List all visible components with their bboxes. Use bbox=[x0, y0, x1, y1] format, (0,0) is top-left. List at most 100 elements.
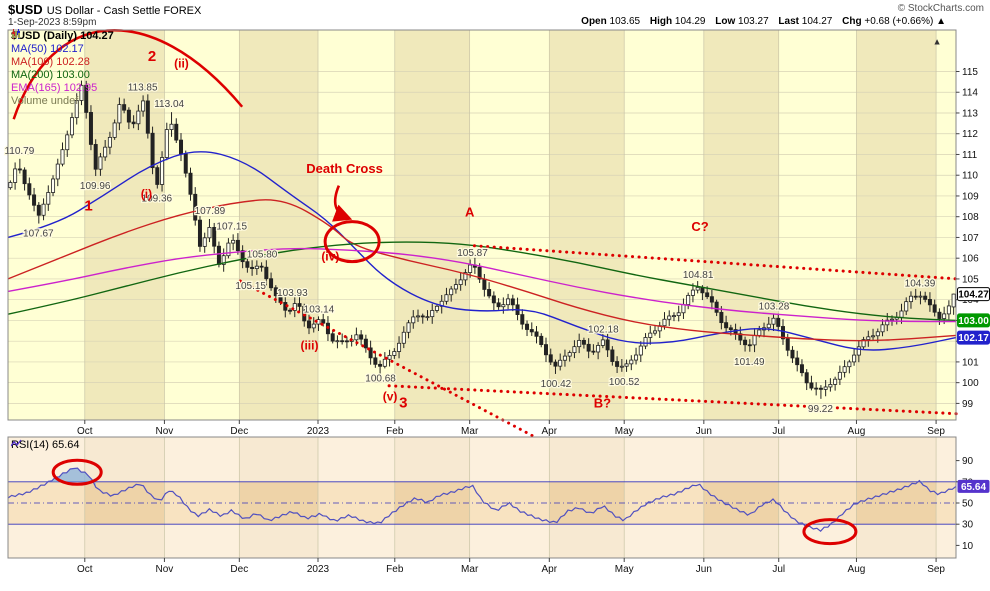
rsi-line bbox=[7, 467, 957, 533]
legend-volume-label: Volume undef bbox=[11, 94, 79, 107]
svg-text:104.39: 104.39 bbox=[905, 279, 936, 290]
legend-ema165-label: EMA(165) 102.95 bbox=[11, 81, 98, 94]
svg-text:99.22: 99.22 bbox=[808, 404, 833, 415]
svg-text:112: 112 bbox=[962, 129, 978, 140]
svg-text:101.49: 101.49 bbox=[734, 357, 765, 368]
y-axis-rsi: 907050301065.64 bbox=[956, 456, 990, 552]
chg-up-arrow-icon: ▲ bbox=[936, 16, 946, 27]
svg-text:115: 115 bbox=[962, 67, 978, 78]
svg-text:106: 106 bbox=[962, 254, 979, 265]
svg-text:(v): (v) bbox=[383, 389, 398, 403]
svg-text:105: 105 bbox=[962, 274, 979, 285]
svg-text:Nov: Nov bbox=[156, 564, 174, 575]
svg-text:109.36: 109.36 bbox=[142, 193, 173, 204]
svg-text:114: 114 bbox=[962, 88, 978, 99]
high-value: 104.29 bbox=[674, 16, 706, 27]
svg-text:10: 10 bbox=[962, 541, 974, 552]
plot-top-marker: ▲ bbox=[933, 37, 942, 47]
svg-text:107: 107 bbox=[962, 233, 979, 244]
chart-datetime: 1-Sep-2023 8:59pm bbox=[8, 17, 97, 28]
trendlines bbox=[238, 244, 960, 439]
copyright: © StockCharts.com bbox=[897, 3, 984, 14]
elliott-labels: 1 (i) 2 (ii) (iii) (iv) (v) 3 A B? C? bbox=[84, 48, 708, 411]
svg-text:Jul: Jul bbox=[772, 564, 785, 575]
legend-ma100-label: MA(100) 102.28 bbox=[11, 55, 90, 68]
symbol-description: US Dollar - Cash Settle FOREX bbox=[46, 5, 202, 17]
svg-text:103.00: 103.00 bbox=[958, 316, 989, 327]
svg-text:Sep: Sep bbox=[927, 426, 945, 437]
main-panel: 110.79 107.67 109.96 113.85 109.36 113.04 107.… bbox=[3, 29, 960, 439]
svg-text:104.81: 104.81 bbox=[683, 270, 714, 281]
svg-text:101: 101 bbox=[962, 357, 979, 368]
candles-layer bbox=[8, 80, 956, 399]
rsi-thresholds bbox=[8, 481, 956, 525]
legend-ma50-label: MA(50) 102.17 bbox=[11, 42, 84, 55]
svg-text:65.64: 65.64 bbox=[961, 482, 986, 493]
svg-text:113: 113 bbox=[962, 108, 978, 119]
legend-volume-row: Volume undef bbox=[11, 31, 114, 107]
svg-text:2023: 2023 bbox=[307, 426, 330, 437]
svg-text:100.52: 100.52 bbox=[609, 377, 640, 388]
svg-text:110: 110 bbox=[962, 171, 978, 182]
legend-ma200-row: MA(200) 103.00 bbox=[11, 68, 114, 81]
svg-text:Jul: Jul bbox=[772, 426, 785, 437]
svg-text:100.68: 100.68 bbox=[365, 374, 396, 385]
svg-text:2: 2 bbox=[148, 48, 156, 65]
svg-text:100.42: 100.42 bbox=[541, 379, 572, 390]
svg-text:Oct: Oct bbox=[77, 564, 93, 575]
chg-value: +0.68 (+0.66%) bbox=[864, 16, 934, 27]
svg-text:May: May bbox=[615, 564, 634, 575]
svg-text:(iii): (iii) bbox=[300, 338, 318, 352]
low-value: 103.27 bbox=[738, 16, 769, 27]
svg-text:99: 99 bbox=[962, 399, 974, 410]
rounded-top-arc-annotation bbox=[12, 29, 244, 120]
svg-text:Apr: Apr bbox=[542, 426, 558, 437]
svg-text:113.85: 113.85 bbox=[128, 82, 158, 93]
svg-text:Apr: Apr bbox=[542, 564, 558, 575]
y-axis-main: 9910010110210310410510610710810911011111… bbox=[956, 67, 990, 410]
svg-text:(i): (i) bbox=[141, 187, 152, 201]
svg-text:A: A bbox=[465, 205, 475, 220]
svg-text:105.87: 105.87 bbox=[457, 248, 488, 259]
svg-text:103.93: 103.93 bbox=[277, 288, 308, 299]
svg-text:(iv): (iv) bbox=[321, 249, 339, 263]
svg-text:Death Cross: Death Cross bbox=[306, 161, 383, 176]
chart-title-row: $USD US Dollar - Cash Settle FOREX bbox=[8, 2, 201, 17]
svg-text:Jun: Jun bbox=[696, 426, 712, 437]
legend-ma100-row: MA(100) 102.28 bbox=[11, 55, 114, 68]
rsi-legend-label: RSI(14) 65.64 bbox=[11, 439, 80, 451]
legend-main-label: $USD (Daily) 104.27 bbox=[11, 29, 114, 42]
legend-ma200-label: MA(200) 103.00 bbox=[11, 68, 90, 81]
svg-text:Dec: Dec bbox=[230, 564, 248, 575]
svg-text:Oct: Oct bbox=[77, 426, 93, 437]
chg-label: Chg bbox=[842, 16, 862, 27]
svg-text:May: May bbox=[615, 426, 634, 437]
svg-text:102.18: 102.18 bbox=[588, 324, 619, 335]
svg-text:3: 3 bbox=[399, 395, 407, 412]
ma-lines bbox=[7, 151, 957, 351]
x-axis-main: Oct Nov Dec 2023 Feb Mar Apr May Jun Jul Aug Sep bbox=[77, 420, 945, 437]
ma200-line bbox=[7, 241, 957, 322]
ma100-line bbox=[7, 199, 957, 342]
svg-text:Aug: Aug bbox=[848, 564, 866, 575]
svg-text:109.96: 109.96 bbox=[80, 181, 111, 192]
rsi-ellipses bbox=[51, 458, 858, 546]
svg-text:Sep: Sep bbox=[927, 564, 945, 575]
svg-text:105.15: 105.15 bbox=[235, 281, 266, 292]
svg-text:111: 111 bbox=[962, 150, 978, 161]
high-label: High bbox=[649, 16, 673, 27]
svg-text:113.04: 113.04 bbox=[154, 99, 184, 110]
main-gridlines bbox=[8, 30, 956, 420]
quote-bar: Open 103.65 High 104.29 Low 103.27 Last … bbox=[574, 16, 946, 27]
svg-text:Mar: Mar bbox=[461, 564, 479, 575]
svg-text:Nov: Nov bbox=[156, 426, 174, 437]
open-label: Open bbox=[581, 16, 607, 27]
svg-text:Feb: Feb bbox=[386, 564, 404, 575]
svg-text:103.28: 103.28 bbox=[759, 302, 790, 313]
svg-text:104.27: 104.27 bbox=[958, 290, 989, 301]
svg-text:102.17: 102.17 bbox=[958, 333, 989, 344]
open-value: 103.65 bbox=[609, 16, 641, 27]
svg-text:109: 109 bbox=[962, 191, 979, 202]
svg-text:(ii): (ii) bbox=[174, 56, 189, 70]
